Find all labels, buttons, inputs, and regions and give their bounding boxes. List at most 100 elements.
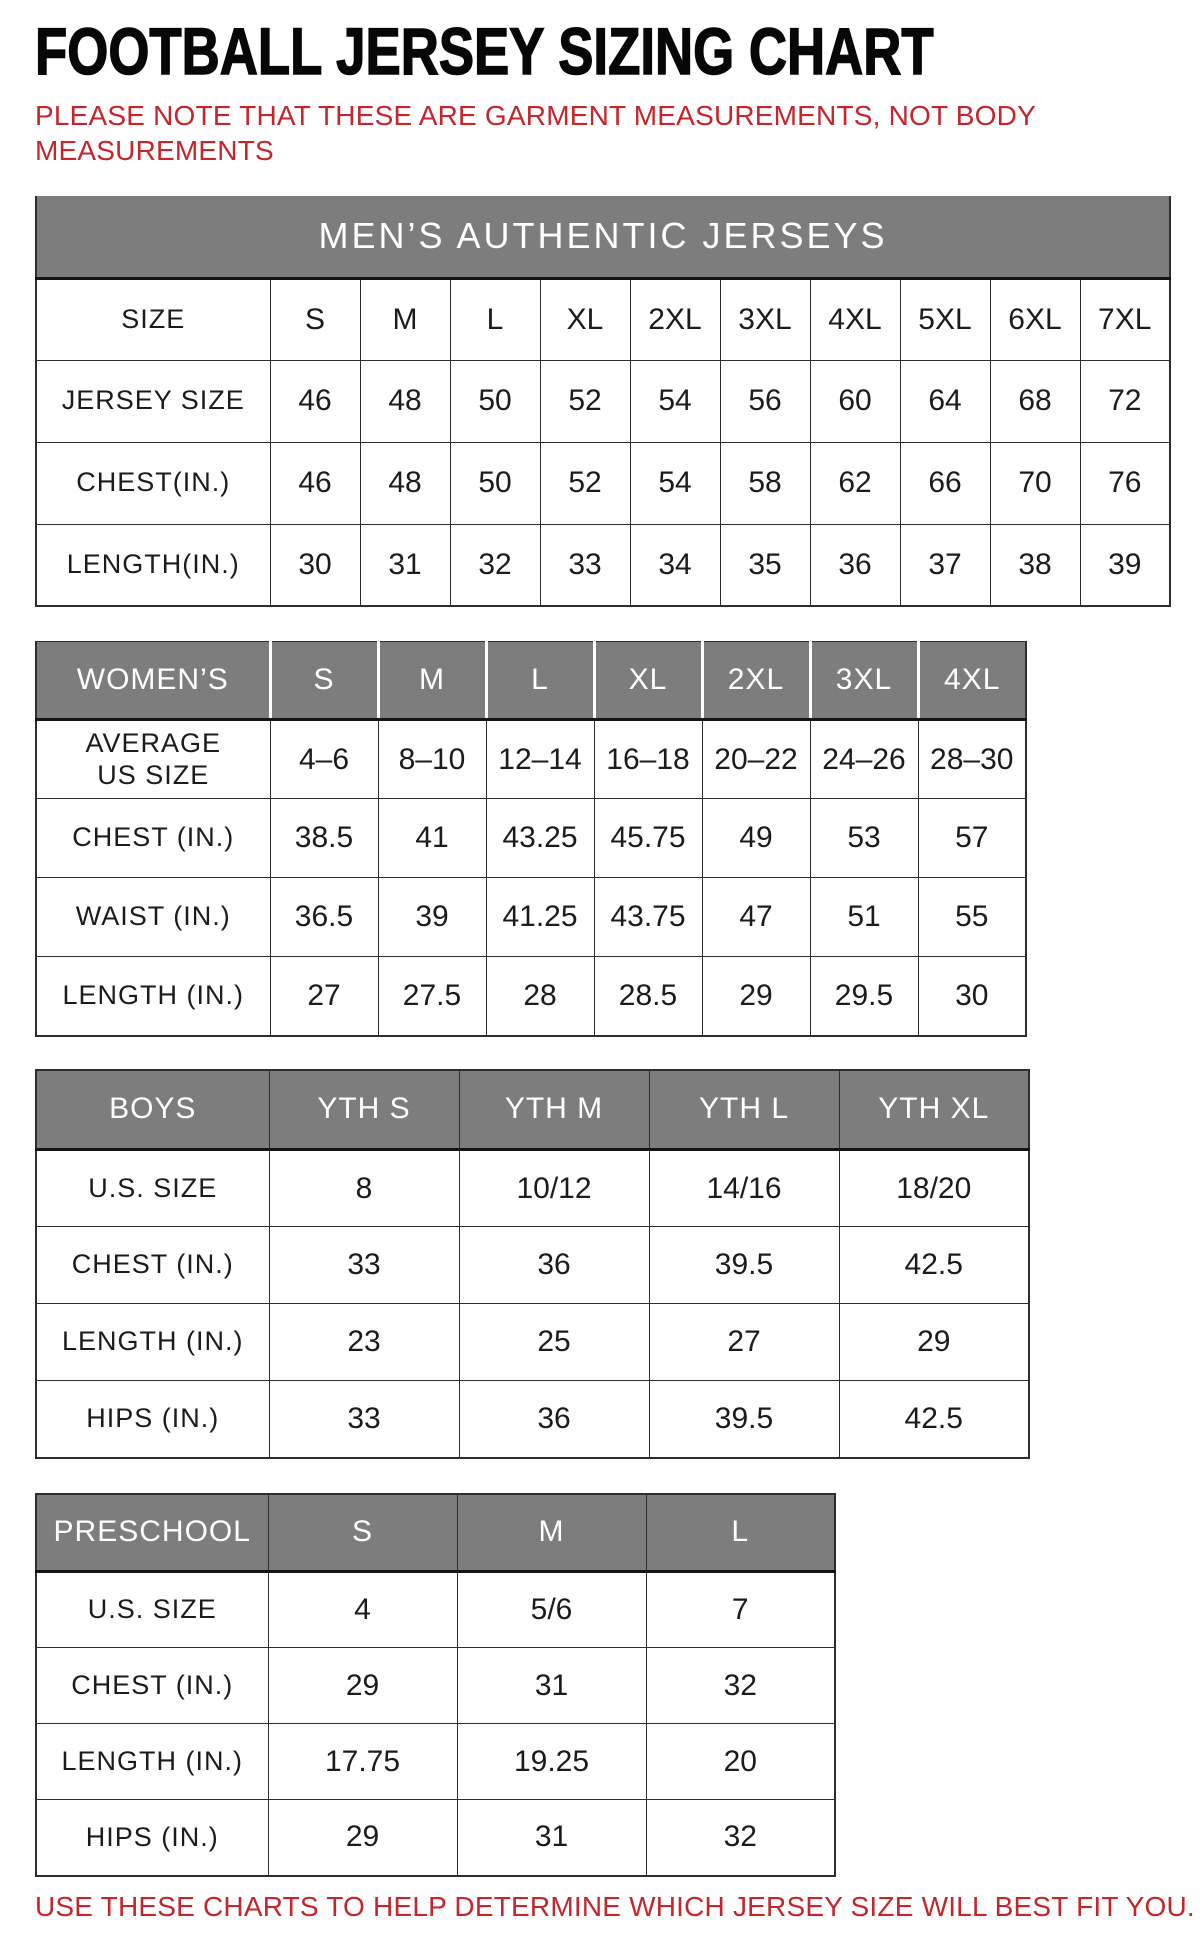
row-label: HIPS (IN.) — [35, 1380, 270, 1458]
size-value: 29 — [267, 1799, 458, 1876]
preschool-sizing-table: PRESCHOOL S M L U.S. SIZE 4 5/6 7 CHEST (IN.) 29 3… — [35, 1492, 836, 1877]
size-value: 66 — [899, 441, 991, 525]
size-value: 54 — [629, 359, 721, 443]
size-value: 57 — [917, 798, 1027, 878]
size-value: 20–22 — [701, 719, 811, 799]
size-value: 50 — [449, 359, 541, 443]
table-banner: MEN’S AUTHENTIC JERSEYS — [36, 196, 1170, 280]
size-value: 36 — [458, 1380, 650, 1458]
column-header: S — [267, 1493, 458, 1573]
row-label: SIZE — [35, 277, 271, 361]
size-value: 27.5 — [377, 956, 487, 1036]
row-label: LENGTH(IN.) — [35, 523, 271, 607]
size-value: 39 — [377, 877, 487, 957]
size-value: 49 — [701, 798, 811, 878]
size-value: 36 — [809, 523, 901, 607]
row-label: CHEST (IN.) — [35, 1226, 270, 1304]
size-value: 70 — [989, 441, 1081, 525]
size-value: 54 — [629, 441, 721, 525]
size-value: 4XL — [809, 277, 901, 361]
size-value: 32 — [449, 523, 541, 607]
column-header: L — [645, 1493, 835, 1573]
column-header: L — [484, 641, 595, 721]
size-value: 72 — [1079, 359, 1171, 443]
size-value: 52 — [539, 441, 631, 525]
size-value: 47 — [701, 877, 811, 957]
size-value: 5/6 — [456, 1571, 647, 1648]
column-header: YTH S — [268, 1069, 460, 1151]
row-label: WAIST (IN.) — [35, 877, 271, 957]
size-value: 51 — [809, 877, 919, 957]
size-value: 45.75 — [593, 798, 703, 878]
size-value: 7XL — [1079, 277, 1171, 361]
size-value: 46 — [269, 441, 361, 525]
size-value: 64 — [899, 359, 991, 443]
size-value: 42.5 — [838, 1226, 1030, 1304]
size-value: 33 — [268, 1380, 460, 1458]
table-title-cell: PRESCHOOL — [36, 1493, 269, 1573]
column-header: 2XL — [700, 641, 811, 721]
size-value: 32 — [645, 1647, 836, 1724]
row-label: U.S. SIZE — [35, 1571, 269, 1648]
size-value: 28–30 — [917, 719, 1027, 799]
mens-authentic-jerseys-table-section: MEN’S AUTHENTIC JERSEYS SIZE S M L XL 2XL 3XL 4X… — [35, 196, 1200, 607]
column-header: YTH XL — [838, 1069, 1029, 1151]
size-value: 48 — [359, 441, 451, 525]
column-header: 3XL — [808, 641, 919, 721]
preschool-sizing-table-section: PRESCHOOL S M L U.S. SIZE 4 5/6 7 CHEST (IN.) 29 3… — [35, 1492, 1200, 1877]
size-value: 28 — [485, 956, 595, 1036]
size-value: 60 — [809, 359, 901, 443]
size-value: 30 — [917, 956, 1027, 1036]
size-value: 39.5 — [648, 1380, 840, 1458]
size-value: 4 — [267, 1571, 458, 1648]
column-header: M — [376, 641, 487, 721]
size-value: 50 — [449, 441, 541, 525]
size-value: 24–26 — [809, 719, 919, 799]
size-value: 6XL — [989, 277, 1081, 361]
column-header: 4XL — [916, 641, 1026, 721]
size-value: 25 — [458, 1303, 650, 1381]
size-value: 56 — [719, 359, 811, 443]
size-value: 10/12 — [458, 1149, 650, 1227]
size-value: 16–18 — [593, 719, 703, 799]
size-value: 29 — [267, 1647, 458, 1724]
size-value: 41.25 — [485, 877, 595, 957]
size-value: 14/16 — [648, 1149, 840, 1227]
fit-advice-footer: USE THESE CHARTS TO HELP DETERMINE WHICH… — [35, 1890, 1195, 1922]
size-value: 48 — [359, 359, 451, 443]
size-value: 2XL — [629, 277, 721, 361]
womens-sizing-table: WOMEN’S S M L XL 2XL 3XL 4XL AVERAGE US SIZE 4–6 8… — [35, 641, 1027, 1037]
size-value: 18/20 — [838, 1149, 1030, 1227]
size-value: 12–14 — [485, 719, 595, 799]
size-value: 68 — [989, 359, 1081, 443]
size-value: 3XL — [719, 277, 811, 361]
size-value: 43.75 — [593, 877, 703, 957]
row-label: CHEST (IN.) — [35, 798, 271, 878]
row-label: U.S. SIZE — [35, 1149, 270, 1227]
row-label: AVERAGE US SIZE — [35, 719, 271, 799]
column-header: YTH L — [648, 1069, 840, 1151]
size-value: 27 — [269, 956, 379, 1036]
size-value: 53 — [809, 798, 919, 878]
size-value: 31 — [359, 523, 451, 607]
size-value: S — [269, 277, 361, 361]
garment-measurements-note: PLEASE NOTE THAT THESE ARE GARMENT MEASU… — [35, 98, 1200, 168]
size-value: 35 — [719, 523, 811, 607]
size-value: 39.5 — [648, 1226, 840, 1304]
size-value: 41 — [377, 798, 487, 878]
page-title: FOOTBALL JERSEY SIZING CHART — [34, 14, 934, 88]
mens-sizing-table: MEN’S AUTHENTIC JERSEYS SIZE S M L XL 2XL 3XL 4X… — [35, 196, 1171, 607]
size-value: 5XL — [899, 277, 991, 361]
boys-sizing-table: BOYS YTH S YTH M YTH L YTH XL U.S. SIZE 8 10/12… — [35, 1068, 1030, 1459]
size-value: 8–10 — [377, 719, 487, 799]
size-value: XL — [539, 277, 631, 361]
size-value: 30 — [269, 523, 361, 607]
size-value: 62 — [809, 441, 901, 525]
size-value: 33 — [268, 1226, 460, 1304]
size-value: 17.75 — [267, 1723, 458, 1800]
size-value: 19.25 — [456, 1723, 647, 1800]
size-value: 33 — [539, 523, 631, 607]
size-value: 31 — [456, 1799, 647, 1876]
table-title-cell: WOMEN’S — [36, 641, 271, 721]
